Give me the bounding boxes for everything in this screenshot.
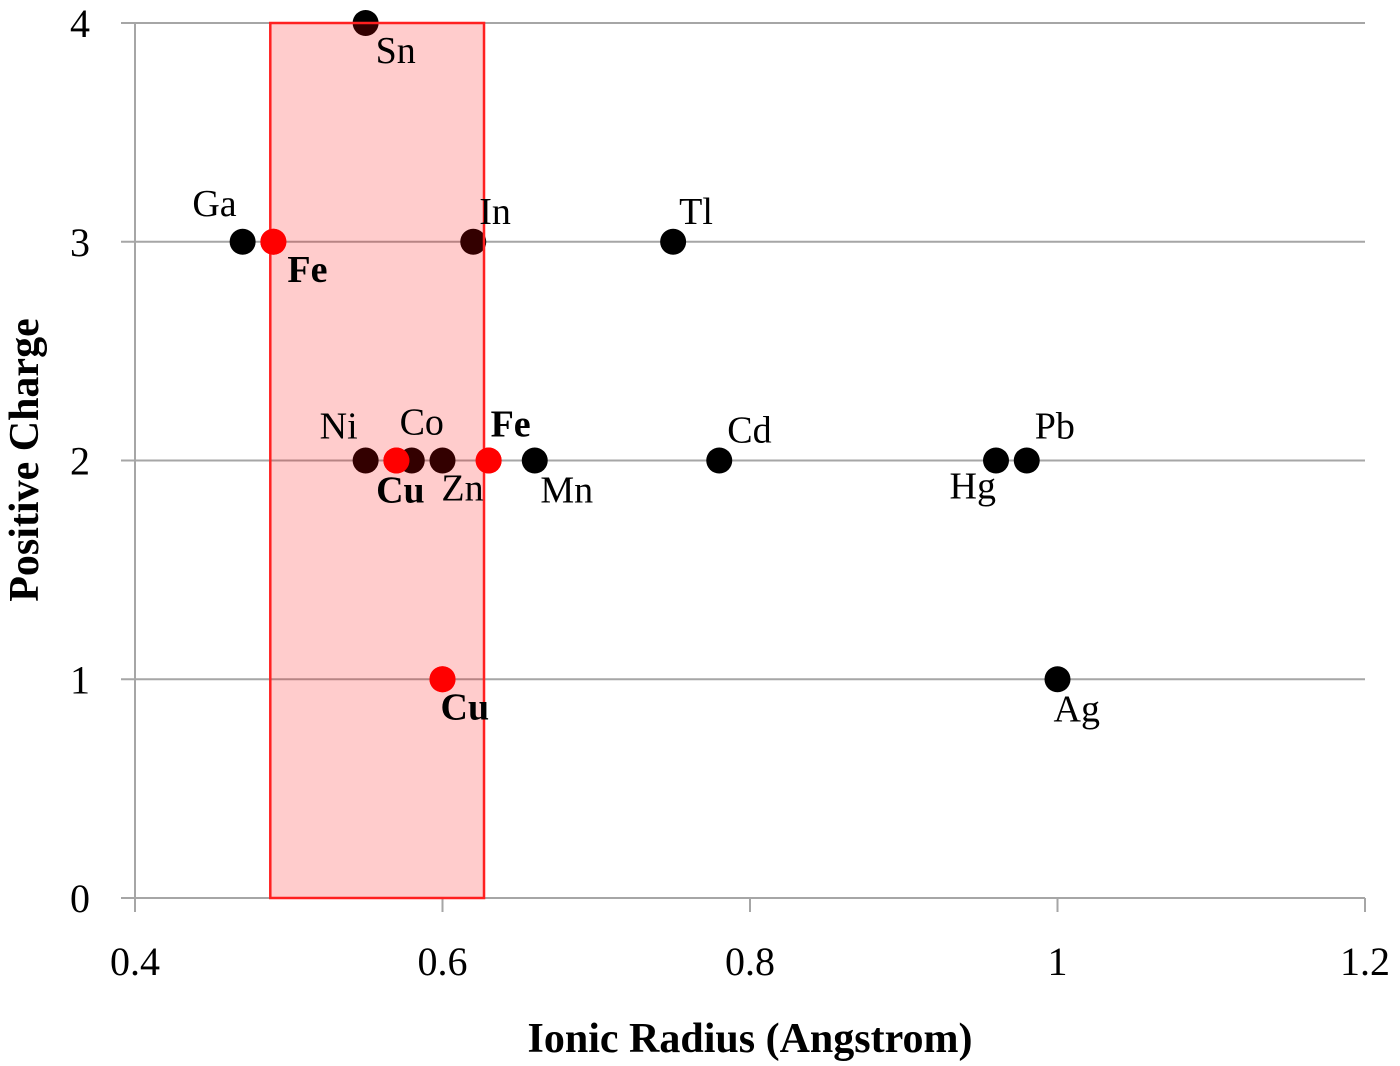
x-tick-label: 0.6 [418, 939, 468, 984]
highlight-region [260, 21, 502, 900]
data-point-hg [983, 447, 1009, 474]
point-label-hg: Hg [950, 466, 996, 508]
y-tick-label: 0 [70, 876, 90, 921]
y-tick-label: 2 [70, 439, 90, 484]
y-tick-label: 1 [70, 657, 90, 702]
data-point-highlight [383, 447, 410, 474]
point-label-fe: Fe [491, 404, 531, 446]
data-point-ga [229, 228, 256, 255]
axes [134, 23, 1366, 912]
data-point-highlight [475, 447, 502, 474]
y-tick-label: 3 [70, 220, 90, 265]
point-label-cu: Cu [376, 470, 425, 512]
y-axis-title: Positive Charge [2, 318, 48, 601]
x-tick-label: 0.8 [725, 939, 775, 984]
x-axis-title: Ionic Radius (Angstrom) [528, 1016, 973, 1062]
data-point-cd [706, 447, 733, 474]
x-tick-label: 1 [1048, 939, 1068, 984]
data-point-ni [352, 447, 379, 474]
point-label-pb: Pb [1035, 406, 1075, 448]
data-point-pb [1013, 447, 1040, 474]
tick-labels: 0 1 2 3 4 0.4 0.6 0.8 1 1.2 [70, 1, 1390, 984]
point-label-in: In [479, 191, 511, 233]
data-point-highlight [429, 666, 456, 693]
x-tick-label: 1.2 [1340, 939, 1390, 984]
point-label-sn: Sn [376, 30, 416, 72]
point-label-cd: Cd [727, 410, 771, 452]
y-tick-label: 4 [70, 1, 90, 46]
data-point-tl [660, 228, 687, 255]
point-label-ag: Ag [1054, 688, 1100, 730]
data-point-zn [429, 447, 456, 474]
point-label-co: Co [400, 402, 444, 444]
point-label-zn: Zn [441, 468, 483, 510]
highlight-rectangle [269, 21, 486, 900]
point-label-mn: Mn [540, 470, 593, 512]
data-point-highlight [260, 228, 287, 255]
point-label-ni: Ni [320, 406, 358, 448]
data-point-ag [1044, 666, 1071, 693]
data-point-mn [521, 447, 548, 474]
x-tick-label: 0.4 [110, 939, 160, 984]
point-label-ga: Ga [192, 183, 236, 225]
point-label-fe: Fe [287, 249, 327, 291]
data-point-in [460, 228, 487, 255]
point-label-cu: Cu [441, 686, 490, 728]
point-label-tl: Tl [679, 191, 713, 233]
